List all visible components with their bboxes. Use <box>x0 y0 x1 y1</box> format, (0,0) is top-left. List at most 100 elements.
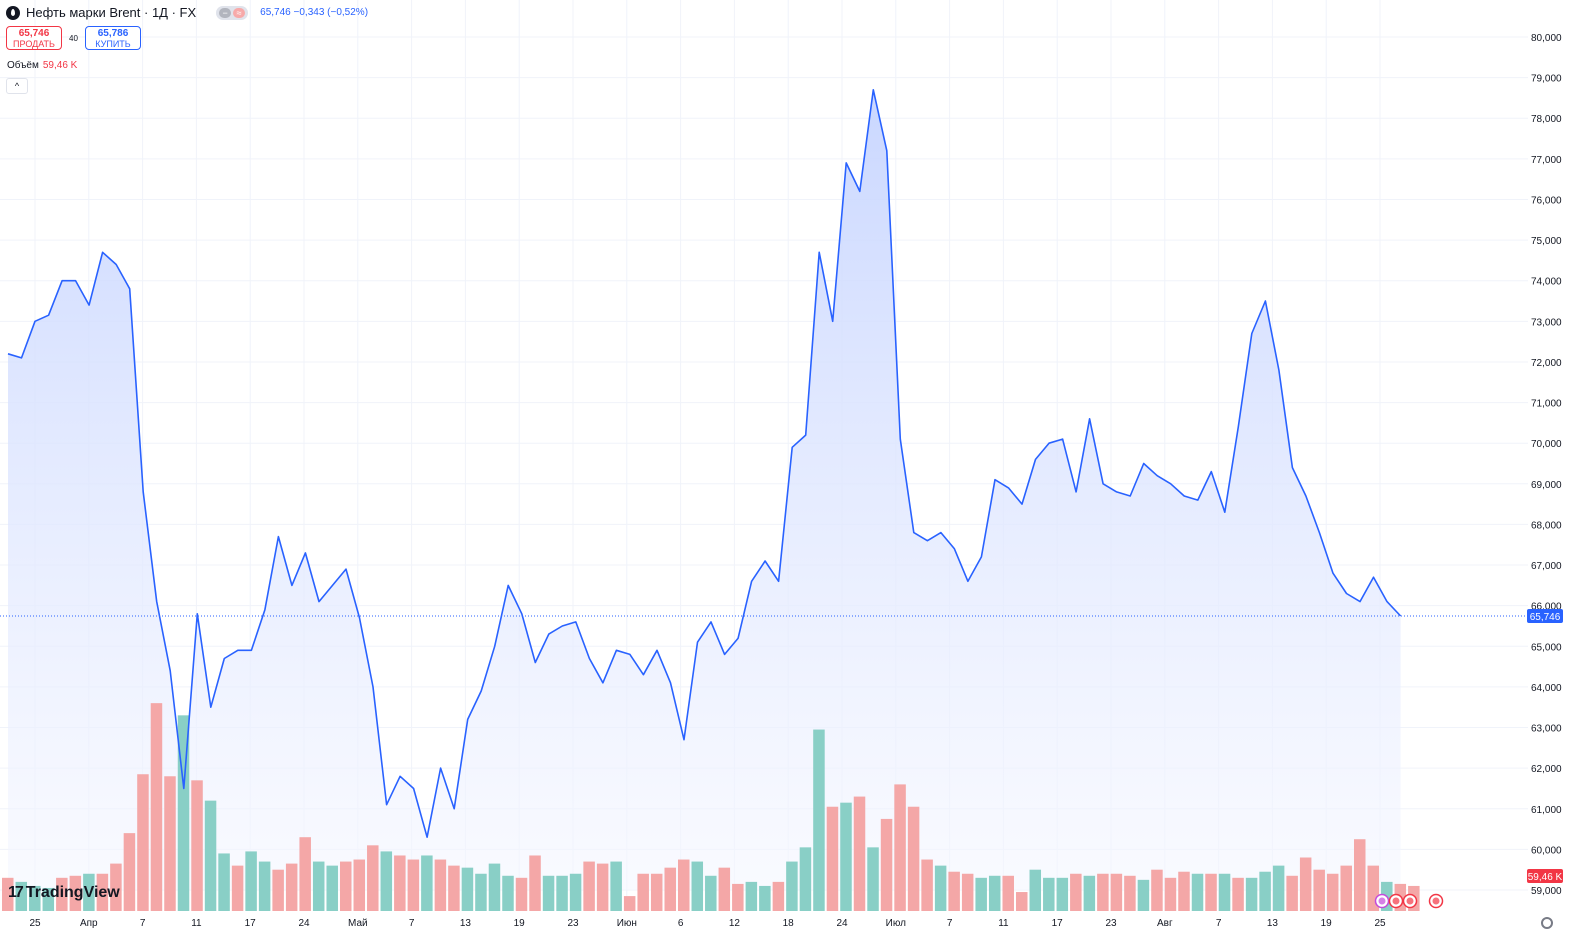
collapse-legend-button[interactable]: ^ <box>6 78 28 94</box>
volume-bar <box>1043 877 1055 911</box>
volume-bar <box>29 885 41 911</box>
volume-bar <box>394 855 406 911</box>
volume-bar <box>934 865 947 911</box>
price-tick-label: 72,000 <box>1531 358 1562 369</box>
price-tick-label: 76,000 <box>1531 195 1562 206</box>
volume-bar <box>340 861 352 911</box>
pause-icon: − <box>219 7 232 18</box>
volume-bar <box>1164 877 1177 911</box>
logo-text: TradingView <box>25 884 120 901</box>
time-tick-label: Май <box>348 918 368 929</box>
tv-logo-icon: 17 <box>8 884 24 901</box>
price-tick-label: 66,000 <box>1531 602 1562 613</box>
price-tick-label: 73,000 <box>1531 317 1562 328</box>
price-tick-label: 75,000 <box>1531 236 1562 247</box>
volume-bar <box>1151 869 1163 911</box>
symbol-title[interactable]: Нефть марки Brent · 1Д · FX <box>26 5 197 20</box>
price-tick-label: 74,000 <box>1531 277 1562 288</box>
volume-bar <box>515 877 528 911</box>
time-tick-label: 13 <box>1267 918 1279 929</box>
volume-bar <box>1245 877 1258 911</box>
market-status-pill[interactable]: − ≈ <box>216 5 249 20</box>
buy-price: 65,786 <box>97 28 129 39</box>
volume-bar <box>1299 857 1312 911</box>
sell-price: 65,746 <box>18 28 50 39</box>
volume-bar <box>137 774 149 911</box>
last-price-badge <box>1527 608 1563 623</box>
volume-bar <box>1002 875 1014 911</box>
volume-bar <box>42 887 55 911</box>
volume-axis-label: 59,46 K <box>1528 872 1563 883</box>
volume-bar <box>988 875 1001 911</box>
time-tick-label: 11 <box>998 918 1009 929</box>
price-change: 65,746 −0,343 (−0,52%) <box>260 7 369 18</box>
volume-bar <box>448 865 460 911</box>
volume-bar <box>1191 873 1204 911</box>
gear-icon[interactable] <box>1541 917 1553 929</box>
volume-bar <box>2 877 14 911</box>
volume-bar <box>705 875 717 911</box>
volume-bar <box>623 896 636 911</box>
volume-bar <box>258 861 271 911</box>
volume-bar <box>1286 875 1298 911</box>
price-tick-label: 68,000 <box>1531 520 1562 531</box>
volume-bar <box>150 703 163 911</box>
volume-value: 59,46 K <box>42 60 78 71</box>
volume-bar <box>529 855 541 911</box>
event-flag-icon-inner <box>1432 897 1440 905</box>
time-tick-label: 24 <box>298 918 310 929</box>
time-tick-label: 12 <box>729 918 741 929</box>
time-tick-label: 24 <box>836 918 848 929</box>
volume-bar <box>191 780 203 911</box>
time-tick-label: 25 <box>1374 918 1386 929</box>
volume-bar <box>948 871 960 911</box>
volume-bar <box>745 881 758 911</box>
time-tick-label: 6 <box>678 918 684 929</box>
time-tick-label: Апр <box>80 918 98 929</box>
event-flag-icon-inner <box>1392 897 1400 905</box>
volume-legend[interactable]: Объём 59,46 K <box>7 60 77 71</box>
volume-bar <box>569 873 582 911</box>
time-tick-label: 18 <box>783 918 795 929</box>
volume-bar <box>732 883 744 911</box>
volume-bar <box>204 800 217 911</box>
time-tick-label: Авг <box>1157 918 1173 929</box>
volume-bar <box>664 867 676 911</box>
price-tick-label: 67,000 <box>1531 561 1562 572</box>
volume-bar <box>1083 875 1096 911</box>
volume-bar <box>1110 873 1123 911</box>
volume-bar <box>299 837 311 911</box>
volume-bar <box>1029 869 1042 911</box>
time-tick-label: 19 <box>1321 918 1333 929</box>
price-tick-label: 62,000 <box>1531 764 1562 775</box>
volume-bar <box>461 867 474 911</box>
volume-badge <box>1527 869 1563 883</box>
volume-bar <box>1016 892 1028 911</box>
price-tick-label: 80,000 <box>1531 33 1562 44</box>
volume-bar <box>583 861 595 911</box>
volume-bar <box>380 851 393 911</box>
tradingview-logo[interactable]: 17 TradingView <box>8 884 120 902</box>
volume-bar <box>650 873 663 911</box>
volume-bar <box>1124 875 1136 911</box>
price-tick-label: 79,000 <box>1531 74 1562 85</box>
volume-bar <box>326 865 338 911</box>
volume-bar <box>921 859 933 911</box>
volume-bar <box>556 875 568 911</box>
volume-bar <box>975 877 987 911</box>
volume-bar <box>177 715 190 911</box>
volume-bar <box>475 873 487 911</box>
volume-bar <box>231 865 244 911</box>
volume-bar <box>1178 871 1190 911</box>
buy-button[interactable]: 65,786 КУПИТЬ <box>85 26 141 50</box>
delayed-data-icon: ≈ <box>233 7 246 18</box>
buy-label: КУПИТЬ <box>95 39 131 49</box>
volume-bar <box>15 881 28 911</box>
volume-bar <box>1205 873 1217 911</box>
price-tick-label: 78,000 <box>1531 114 1562 125</box>
event-flag-icon-inner <box>1378 897 1386 905</box>
time-tick-label: 7 <box>140 918 146 929</box>
sell-button[interactable]: 65,746 ПРОДАТЬ <box>6 26 62 50</box>
volume-bar <box>502 875 514 911</box>
